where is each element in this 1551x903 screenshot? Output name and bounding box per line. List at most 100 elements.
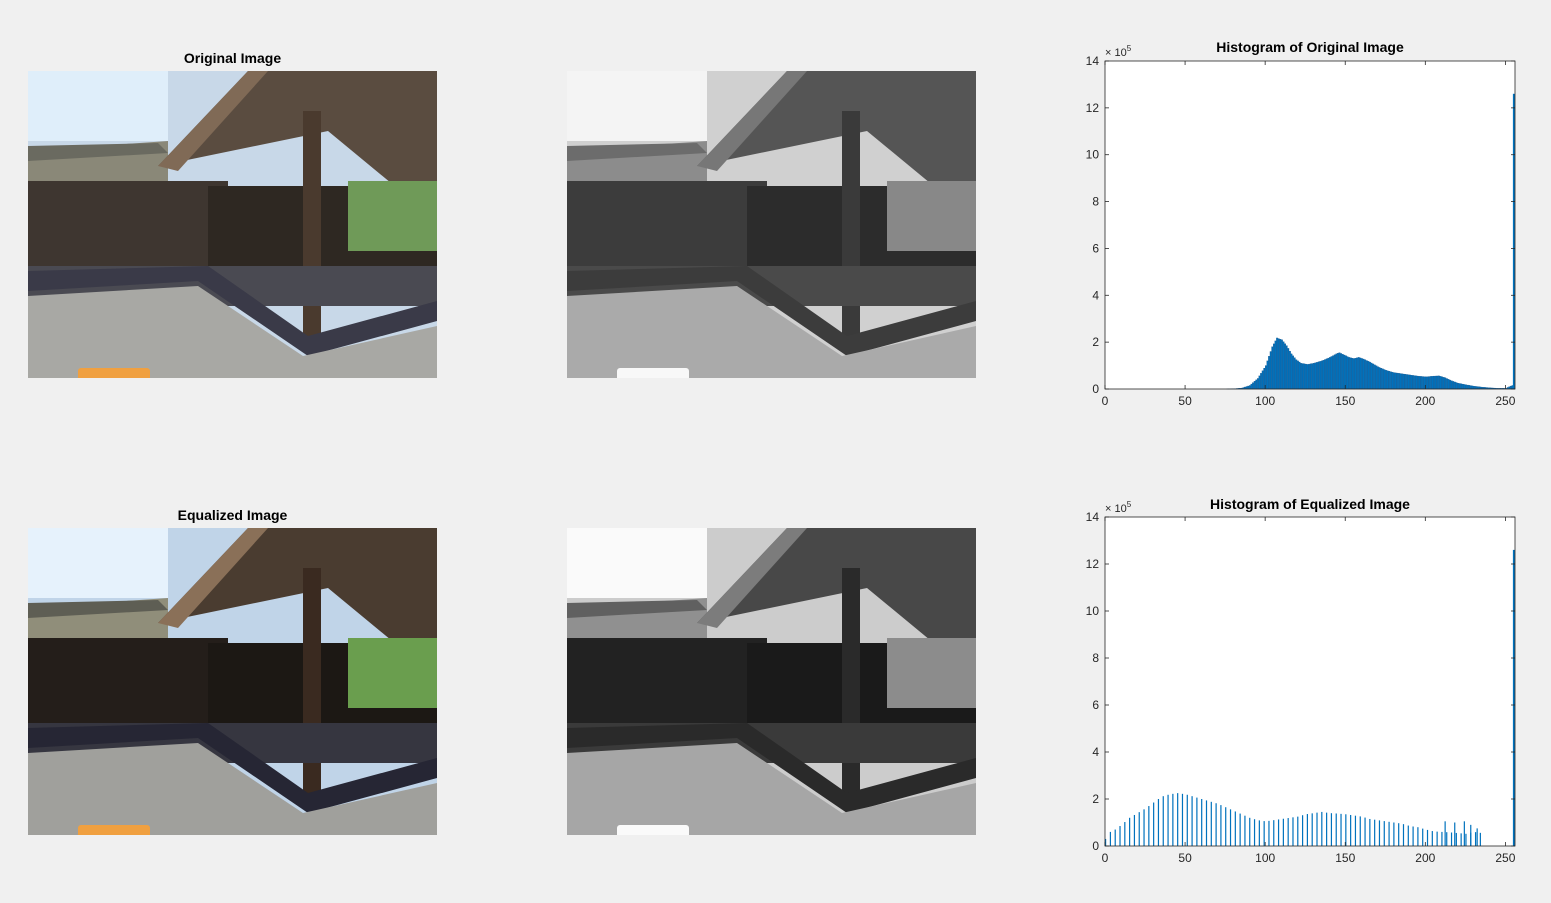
histogram-bar (1372, 363, 1375, 390)
histogram-bar (1340, 813, 1342, 846)
histogram-bar (1253, 381, 1256, 390)
histogram-bar (1253, 819, 1256, 846)
histogram-bar (1441, 831, 1443, 846)
histogram-bar (1383, 369, 1386, 390)
histogram-bar (1343, 354, 1346, 390)
histogram-bar (1349, 357, 1352, 390)
histogram-bar (1402, 373, 1405, 390)
histogram-bar (1431, 831, 1433, 846)
x-tick-label: 50 (1178, 394, 1192, 408)
histogram-bar (1277, 819, 1280, 846)
histogram-bar (1429, 376, 1432, 390)
histogram-bar (1263, 821, 1265, 846)
histogram-bar (1434, 375, 1437, 390)
histogram-bar (1287, 348, 1290, 390)
histogram-bar (1329, 357, 1331, 390)
histogram-bar (1256, 378, 1259, 390)
histogram-bar (1172, 793, 1174, 846)
histogram-bar (1377, 366, 1379, 390)
histogram-bar (1378, 367, 1381, 390)
histogram-bar (1415, 375, 1418, 390)
histogram-bar (1412, 375, 1415, 390)
histogram-bar (1359, 357, 1362, 390)
histogram-bar (1261, 370, 1264, 390)
histogram-original-chart: Histogram of Original Image 0 50 100 150 200… (1086, 39, 1516, 408)
histogram-bar (1393, 372, 1395, 390)
histogram-bar (1305, 363, 1307, 390)
histogram-bar (1316, 362, 1318, 390)
histogram-bar (1412, 826, 1414, 846)
histogram-bar (1282, 341, 1285, 390)
histogram-bar (1373, 364, 1376, 390)
histogram-bar (1369, 818, 1371, 846)
histogram-bar (1468, 385, 1471, 390)
histogram-bar (1436, 375, 1439, 390)
histogram-bar (1463, 384, 1466, 390)
histogram-bar (1356, 357, 1359, 390)
histogram-bar (1186, 794, 1188, 846)
histogram-bar (1461, 383, 1464, 390)
histogram-bar (1455, 382, 1458, 390)
histogram-bar (1407, 374, 1410, 390)
y-tick-label: 12 (1086, 101, 1100, 115)
histogram-bar (1332, 355, 1335, 390)
histogram-bar (1436, 831, 1438, 846)
histogram-bar (1248, 385, 1251, 390)
histogram-bar (1333, 354, 1336, 390)
histogram-bar (1282, 818, 1284, 846)
histogram-bar (1255, 379, 1258, 390)
histogram-equalized-chart: Histogram of Equalized Image 0 50 100 150 20… (1086, 496, 1516, 865)
histogram-bar (1407, 825, 1409, 846)
histogram-bar (1274, 340, 1277, 390)
histogram-bar (1453, 381, 1456, 390)
histogram-bar (1444, 377, 1447, 390)
histogram-bar (1321, 811, 1323, 846)
x-tick-label: 50 (1178, 851, 1192, 865)
histogram-bar (1290, 353, 1293, 390)
histogram-bar (1393, 822, 1395, 846)
x-tick-label: 150 (1335, 851, 1355, 865)
histogram-bar (1181, 793, 1184, 846)
y-tick-label: 10 (1086, 148, 1100, 162)
y-tick-label: 4 (1092, 288, 1099, 302)
histogram-bar (1319, 361, 1322, 390)
histogram-bar (1258, 375, 1261, 390)
y-tick-label: 14 (1086, 510, 1100, 524)
histogram-bar (1383, 821, 1385, 846)
histogram-bar (1354, 815, 1357, 846)
histogram-bar (1311, 813, 1313, 846)
y-exponent-power: 5 (1127, 500, 1132, 509)
y-tick-label: 2 (1092, 792, 1099, 806)
histogram-bar (1401, 373, 1403, 390)
histogram-bar (1205, 800, 1208, 846)
histogram-bar (1316, 812, 1318, 846)
histogram-bar (1129, 817, 1131, 846)
histogram-bar (1268, 820, 1270, 846)
histogram-bar (1428, 376, 1431, 390)
histogram-bar (1287, 818, 1289, 846)
histogram-bar (1361, 358, 1363, 390)
y-tick-label: 2 (1092, 335, 1099, 349)
histogram-bar (1399, 373, 1402, 390)
histogram-bar (1437, 375, 1440, 390)
histogram-bar (1313, 363, 1315, 390)
histogram-bar (1225, 807, 1227, 846)
histogram-bar (1442, 377, 1445, 390)
histogram-bar (1367, 361, 1370, 390)
histogram-bar (1250, 383, 1253, 390)
histogram-bar (1452, 381, 1455, 390)
histogram-bar (1210, 801, 1212, 846)
histogram-bar (1454, 822, 1456, 846)
y-tick-label: 6 (1092, 698, 1099, 712)
histogram-bar (1271, 346, 1274, 390)
histogram-bar (1258, 820, 1260, 846)
histogram-bar (1292, 355, 1294, 390)
histogram-bar (1357, 357, 1360, 390)
x-tick-label: 0 (1102, 851, 1109, 865)
histogram-spike-bar (1512, 549, 1515, 846)
histogram-bar (1474, 832, 1477, 846)
histogram-bar (1330, 356, 1333, 390)
histogram-bar (1311, 363, 1314, 390)
histogram-bar (1292, 817, 1294, 846)
histogram-bar (1157, 799, 1160, 846)
